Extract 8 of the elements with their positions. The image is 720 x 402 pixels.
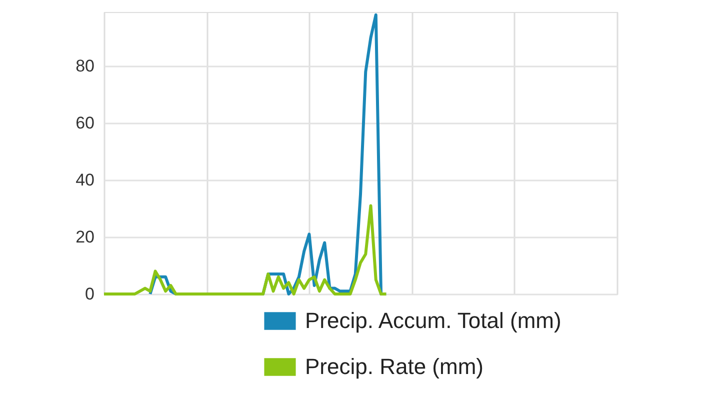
legend-label: Precip. Accum. Total (mm) <box>305 308 562 333</box>
y-tick-label: 40 <box>76 170 94 190</box>
y-tick-label: 0 <box>85 284 94 304</box>
legend-label: Precip. Rate (mm) <box>305 354 484 379</box>
y-tick-label: 60 <box>76 114 94 133</box>
y-tick-label: 80 <box>76 56 94 76</box>
y-tick-label: 20 <box>76 228 94 247</box>
line-series <box>102 204 388 296</box>
